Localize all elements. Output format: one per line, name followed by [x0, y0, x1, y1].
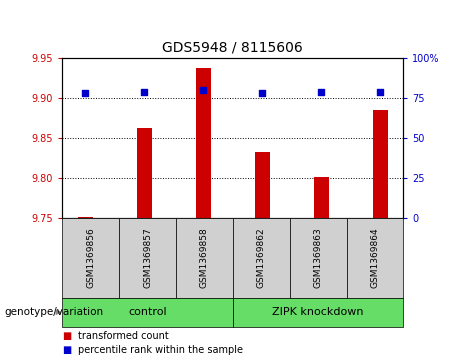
Bar — [255, 152, 270, 218]
Point — [259, 90, 266, 96]
Text: GSM1369864: GSM1369864 — [371, 227, 379, 288]
Text: ■: ■ — [62, 331, 71, 341]
Text: transformed count: transformed count — [78, 331, 169, 341]
Title: GDS5948 / 8115606: GDS5948 / 8115606 — [162, 40, 303, 54]
Point — [318, 89, 325, 94]
Bar — [78, 217, 93, 218]
Point — [141, 89, 148, 94]
Bar — [196, 68, 211, 218]
Bar — [314, 177, 329, 218]
Text: GSM1369856: GSM1369856 — [86, 227, 95, 288]
Text: GSM1369863: GSM1369863 — [313, 227, 323, 288]
Point — [200, 87, 207, 93]
Text: percentile rank within the sample: percentile rank within the sample — [78, 345, 243, 355]
Text: genotype/variation: genotype/variation — [5, 307, 104, 317]
Text: control: control — [128, 307, 167, 317]
Point — [82, 90, 89, 96]
Text: GSM1369858: GSM1369858 — [200, 227, 209, 288]
Text: ZIPK knockdown: ZIPK knockdown — [272, 307, 364, 317]
Bar — [137, 129, 152, 218]
Text: GSM1369862: GSM1369862 — [257, 227, 266, 288]
Bar — [373, 110, 388, 218]
Point — [377, 89, 384, 94]
Text: GSM1369857: GSM1369857 — [143, 227, 152, 288]
Text: ■: ■ — [62, 345, 71, 355]
